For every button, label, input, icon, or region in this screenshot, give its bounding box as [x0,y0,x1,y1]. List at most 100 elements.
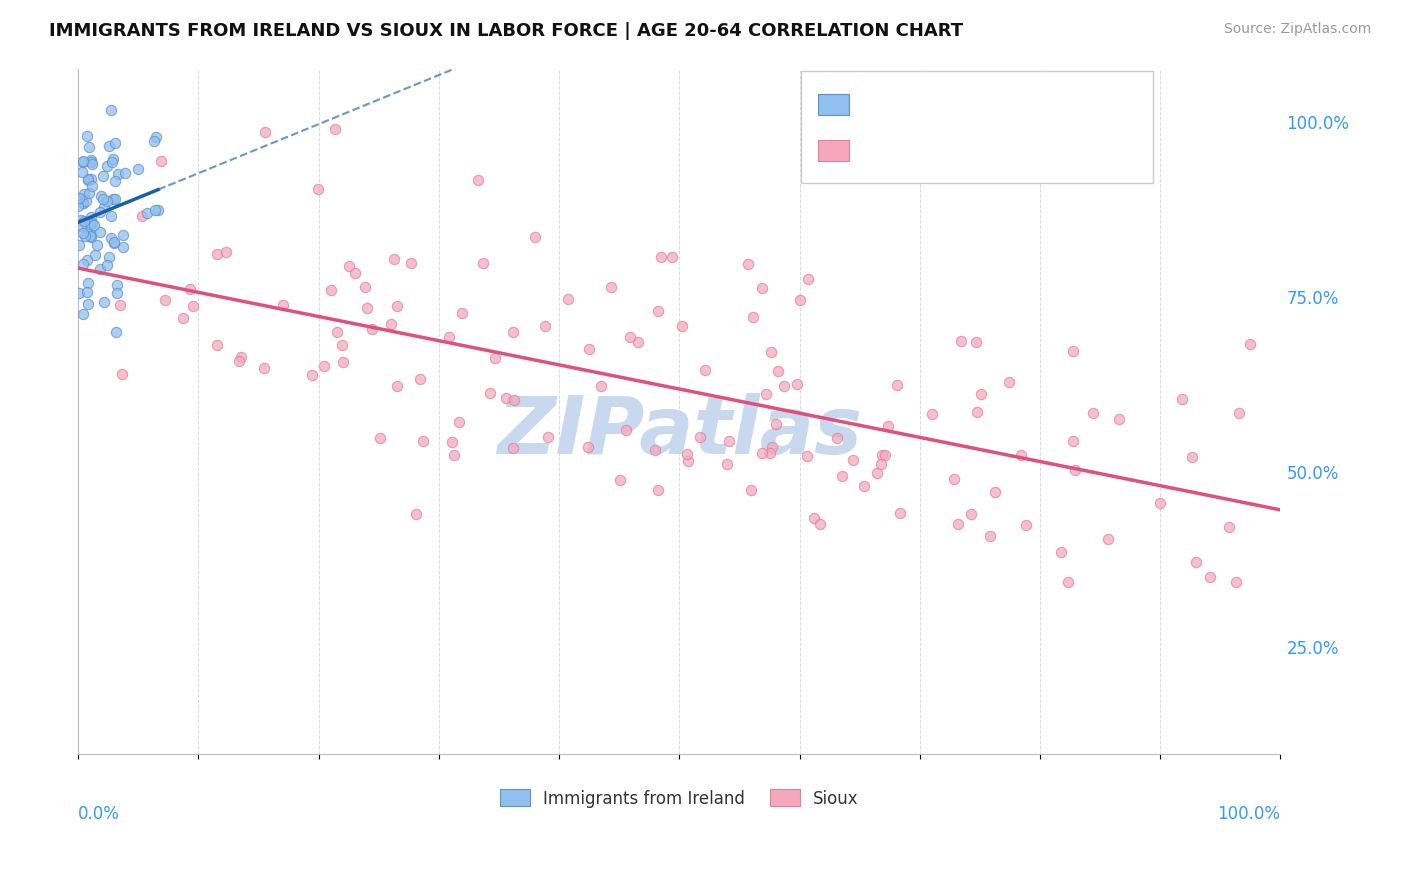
Point [77,276,100,290]
Point [472,256,495,270]
Point [502,441,524,455]
Point [808,517,831,532]
Text: IMMIGRANTS FROM IRELAND VS SIOUX IN LABOR FORCE | AGE 20-64 CORRELATION CHART: IMMIGRANTS FROM IRELAND VS SIOUX IN LABO… [49,22,963,40]
Point [737,257,759,271]
Point [77,140,100,154]
Point [127,161,149,176]
Point [671,318,693,333]
Text: ZIPatlas: ZIPatlas [496,392,862,471]
Point [80,216,103,230]
Point [576,440,599,454]
Point [79,217,101,231]
Point [143,202,166,217]
Point [789,293,811,307]
Point [101,155,124,169]
Point [950,334,973,349]
Point [343,266,366,280]
Point [627,334,650,349]
Text: R = -0.579   N = 134: R = -0.579 N = 134 [855,142,1054,160]
Point [301,368,323,382]
Point [503,393,526,408]
Point [228,354,250,368]
Point [67,199,90,213]
Point [755,387,778,401]
Point [70,219,93,234]
Point [145,129,167,144]
Point [401,256,423,270]
Point [105,286,128,301]
Point [876,418,898,433]
Point [478,386,501,401]
Point [100,231,122,245]
Point [93,200,115,214]
Point [80,228,103,243]
Point [103,236,125,251]
Point [229,351,252,365]
Point [786,376,808,391]
Point [761,440,783,454]
Point [111,240,134,254]
Point [385,379,408,393]
Point [323,122,346,136]
Point [644,442,666,457]
Point [72,257,94,271]
Point [312,359,335,373]
Point [368,431,391,445]
Point [380,317,402,331]
Point [252,360,274,375]
Point [77,171,100,186]
Point [72,195,94,210]
Point [751,281,773,295]
Point [98,139,121,153]
Point [319,283,342,297]
Point [1181,450,1204,464]
Text: 75.0%: 75.0% [1286,290,1339,309]
Point [82,157,104,171]
Point [93,295,115,310]
Point [356,301,378,315]
Point [91,169,114,183]
Point [76,285,98,299]
Point [742,310,765,325]
Point [886,378,908,392]
Point [661,250,683,264]
Point [76,253,98,268]
Point [153,293,176,307]
Text: 0.0%: 0.0% [79,805,120,823]
Point [437,330,460,344]
Point [73,186,96,201]
Point [72,153,94,168]
Point [1149,496,1171,510]
Point [104,136,127,150]
Point [83,218,105,232]
Point [207,338,229,352]
Point [765,417,787,431]
Point [89,204,111,219]
Point [143,134,166,148]
Point [69,238,91,252]
Point [889,506,911,520]
Point [537,430,560,444]
Point [326,325,349,339]
Point [772,378,794,392]
Point [70,164,93,178]
Point [181,299,204,313]
Text: 25.0%: 25.0% [1286,640,1339,658]
Point [80,229,103,244]
Point [870,458,893,472]
Point [943,472,966,486]
Point [740,483,762,498]
Text: 50.0%: 50.0% [1286,466,1339,483]
Point [96,194,118,209]
Point [759,446,782,460]
Point [533,319,555,334]
Point [96,258,118,272]
Point [1225,574,1247,589]
Point [1056,574,1078,589]
Point [72,196,94,211]
Point [998,375,1021,389]
Point [614,423,637,437]
Point [108,298,131,312]
Point [253,125,276,139]
Point [330,338,353,352]
